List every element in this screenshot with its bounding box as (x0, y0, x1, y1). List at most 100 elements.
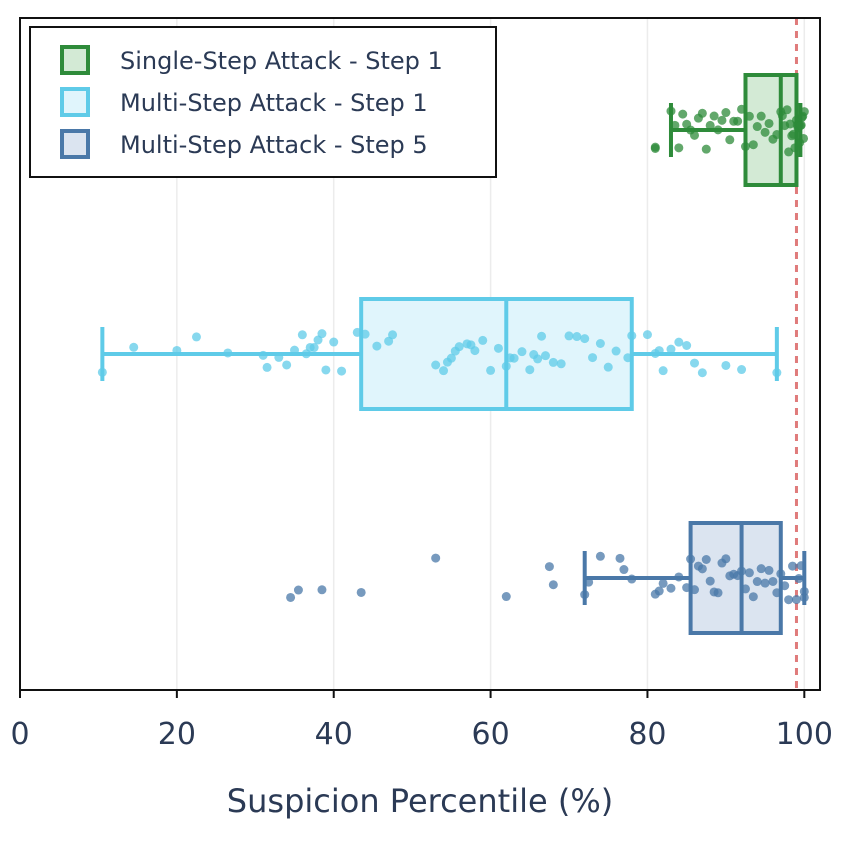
legend-label-3: Multi-Step Attack - Step 5 (120, 131, 428, 159)
data-point (533, 354, 543, 364)
data-point (588, 353, 598, 363)
data-point (352, 327, 362, 337)
data-point (446, 353, 456, 363)
data-point (650, 143, 660, 153)
data-point (388, 330, 398, 340)
x-tick-label-0: 0 (10, 717, 29, 752)
data-point (682, 340, 692, 350)
data-point (286, 592, 296, 602)
data-point (642, 330, 652, 340)
data-point (282, 360, 292, 370)
data-point (293, 585, 303, 595)
x-tick-label-60: 60 (471, 717, 509, 752)
data-point (564, 331, 574, 341)
data-point (297, 330, 307, 340)
data-point (721, 108, 731, 118)
plot-frame (19, 17, 821, 691)
data-point (191, 332, 201, 342)
data-point (788, 561, 798, 571)
series-1 (650, 73, 809, 187)
data-point (697, 368, 707, 378)
data-point (748, 592, 758, 602)
data-point (290, 345, 300, 355)
legend-swatch-3 (60, 129, 90, 159)
data-point (744, 568, 754, 578)
legend-frame (29, 26, 497, 178)
data-point (772, 588, 782, 598)
data-point (615, 553, 625, 563)
data-point (768, 576, 778, 586)
iqr-box (743, 73, 799, 187)
data-point (454, 342, 464, 352)
data-point (274, 352, 284, 362)
data-point (544, 562, 554, 572)
data-point (172, 345, 182, 355)
data-point (556, 359, 566, 369)
data-point (548, 357, 558, 367)
data-point (517, 347, 527, 357)
data-point (788, 129, 798, 139)
data-point (697, 564, 707, 574)
data-point (537, 331, 547, 341)
data-point (223, 348, 233, 358)
x-tick-label-40: 40 (315, 717, 353, 752)
data-point (764, 118, 774, 128)
legend-swatch-1 (60, 45, 90, 75)
legend: Single-Step Attack - Step 1 Multi-Step At… (29, 26, 497, 178)
data-point (690, 358, 700, 368)
data-point (321, 365, 331, 375)
data-point (791, 595, 801, 605)
x-tick-label-20: 20 (158, 717, 196, 752)
data-point (796, 561, 806, 571)
data-point (701, 554, 711, 564)
data-point (360, 329, 370, 339)
data-point (717, 115, 727, 125)
data-point (262, 362, 272, 372)
data-point (486, 365, 496, 375)
data-point (705, 120, 715, 130)
data-point (756, 111, 766, 121)
data-point (439, 366, 449, 376)
data-point (317, 585, 327, 595)
data-point (756, 564, 766, 574)
data-point (794, 574, 804, 584)
data-point (799, 133, 809, 143)
data-point (782, 105, 792, 115)
data-point (686, 554, 696, 564)
data-point (548, 580, 558, 590)
data-point (623, 353, 633, 363)
data-point (776, 569, 786, 579)
data-point (627, 331, 637, 341)
data-point (674, 143, 684, 153)
data-point (658, 366, 668, 376)
iqr-box (359, 297, 634, 411)
data-point (737, 104, 747, 114)
data-point (611, 346, 621, 356)
data-point (97, 367, 107, 377)
data-point (129, 342, 139, 352)
data-point (525, 365, 535, 375)
data-point (772, 368, 782, 378)
series-3 (286, 521, 809, 635)
data-point (654, 346, 664, 356)
data-point (619, 565, 629, 575)
x-tick-label-100: 100 (776, 717, 833, 752)
data-point (760, 578, 770, 588)
legend-swatch-2 (60, 87, 90, 117)
data-point (697, 108, 707, 118)
data-point (470, 346, 480, 356)
x-axis-label: Suspicion Percentile (%) (227, 782, 613, 820)
data-point (670, 120, 680, 130)
data-point (740, 142, 750, 152)
data-point (493, 343, 503, 353)
data-point (740, 584, 750, 594)
data-point (721, 554, 731, 564)
data-point (799, 107, 809, 117)
data-point (603, 362, 613, 372)
data-point (674, 337, 684, 347)
data-point (799, 586, 809, 596)
data-point (721, 360, 731, 370)
data-point (258, 350, 268, 360)
data-point (713, 588, 723, 598)
data-point (760, 127, 770, 137)
